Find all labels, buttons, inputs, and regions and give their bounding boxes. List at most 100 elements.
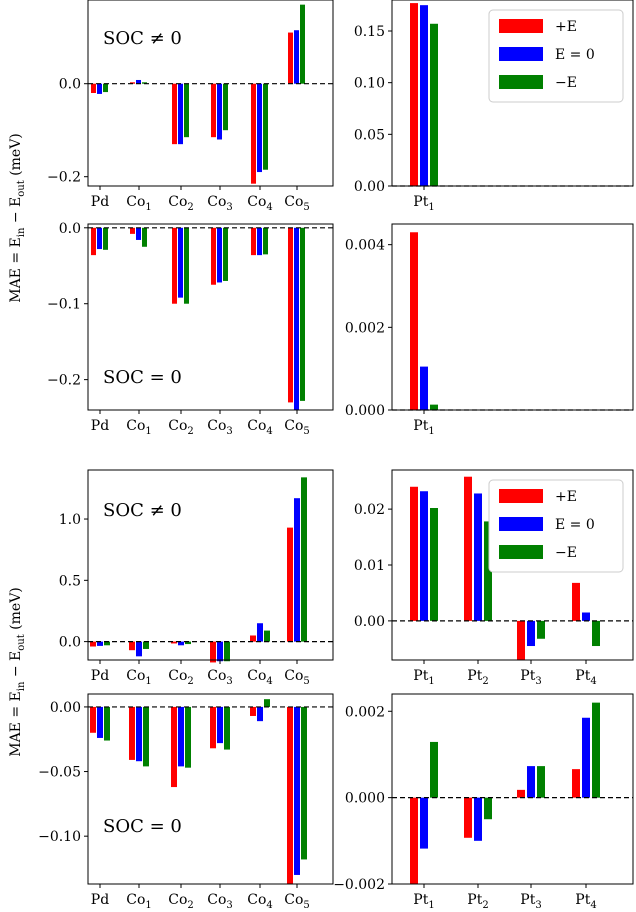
y-tick-label: 0.00 xyxy=(50,700,81,716)
x-tick-label: Pt2 xyxy=(467,668,488,687)
bar-bottom-left-s1-c0 xyxy=(97,706,103,738)
x-tick-label: Co5 xyxy=(284,892,310,911)
bar-third-left-s0-c1 xyxy=(129,641,135,651)
bar-top-left-s2-c1 xyxy=(142,82,147,84)
y-tick-label: 0.02 xyxy=(354,502,385,518)
bar-top-left-s2-c3 xyxy=(223,83,228,131)
panel-third-right: 0.00 0.01 0.02 Pt1 Pt2 Pt3 Pt4 +E E = 0 −E xyxy=(354,469,634,687)
x-tick-label: Co2 xyxy=(168,668,194,687)
legend-swatch xyxy=(499,545,543,559)
y-axis-label: MAE = Ein − Eout (meV) xyxy=(8,133,27,303)
bar-top-left-s0-c0 xyxy=(91,83,96,93)
bar-top-left-s2-c4 xyxy=(263,83,268,170)
y-tick-label: 0.002 xyxy=(345,704,385,720)
bar-bottom-left-s1-c1 xyxy=(136,706,142,762)
legend-swatch xyxy=(499,75,543,89)
x-tick-label: Pt2 xyxy=(467,892,488,911)
x-tick-label: Pd xyxy=(91,892,109,908)
bar-third-right-s0-c2 xyxy=(517,620,525,660)
x-tick-label: Pt1 xyxy=(413,668,434,687)
legend-label: −E xyxy=(555,75,577,91)
bar-top-left-s1-c2 xyxy=(178,83,183,145)
bar-top-right-s2-c0 xyxy=(430,23,438,187)
y-tick-label: 0.000 xyxy=(345,791,385,807)
x-tick-label: Pd xyxy=(91,418,109,434)
bar-third-right-s0-c3 xyxy=(572,582,580,621)
bar-bottom-right-s2-c2 xyxy=(537,766,545,798)
bar-second-left-s1-c0 xyxy=(97,227,102,250)
bar-top-left-s2-c2 xyxy=(184,83,189,138)
bar-top-left-s0-c3 xyxy=(211,83,216,138)
bar-bottom-right-s1-c2 xyxy=(527,766,535,798)
legend-swatch xyxy=(499,19,543,33)
y-tick-label: −0.2 xyxy=(47,373,81,389)
legend: +E E = 0 −E xyxy=(488,479,624,573)
bar-bottom-right-s1-c1 xyxy=(474,797,482,841)
bar-third-left-s1-c5 xyxy=(294,498,300,642)
legend-swatch xyxy=(499,517,543,531)
bar-second-left-s0-c4 xyxy=(251,227,256,256)
x-tick-label: Pt3 xyxy=(520,668,541,687)
y-tick-label: 0.15 xyxy=(354,24,385,40)
axes-frame xyxy=(391,223,634,411)
axes-frame xyxy=(391,693,634,885)
bar-second-left-s2-c4 xyxy=(263,227,268,255)
x-tick-label: Pt1 xyxy=(413,418,434,437)
bar-top-left-s1-c4 xyxy=(257,83,262,173)
axes-frame xyxy=(87,0,334,187)
bar-third-right-s0-c1 xyxy=(464,476,472,621)
bar-bottom-left-s2-c4 xyxy=(264,699,270,707)
axes-frame xyxy=(87,223,334,411)
bar-third-left-s0-c4 xyxy=(250,635,256,642)
bar-third-left-s1-c3 xyxy=(217,641,223,662)
bar-bottom-left-s0-c1 xyxy=(129,706,135,760)
x-tick-label: Pt1 xyxy=(413,892,434,911)
bar-bottom-right-s2-c1 xyxy=(484,797,492,820)
bar-bottom-left-s0-c0 xyxy=(90,706,96,733)
bar-top-left-s0-c4 xyxy=(251,83,256,184)
bar-second-left-s0-c0 xyxy=(91,227,96,256)
bar-second-left-s2-c5 xyxy=(300,227,305,401)
y-tick-label: 0.004 xyxy=(345,238,385,254)
bar-third-left-s0-c5 xyxy=(287,527,293,642)
y-tick-label: −0.2 xyxy=(47,170,81,186)
panel-top-right: 0.00 0.05 0.10 0.15 Pt1 +E E = 0 −E xyxy=(354,0,634,213)
axes-frame xyxy=(391,0,634,187)
x-tick-label: Co2 xyxy=(168,892,194,911)
y-tick-label: 0.000 xyxy=(345,403,385,419)
x-tick-label: Co3 xyxy=(207,668,233,687)
legend: +E E = 0 −E xyxy=(488,9,624,103)
bar-third-left-s0-c0 xyxy=(90,641,96,647)
bar-bottom-right-s2-c0 xyxy=(430,741,438,798)
bar-bottom-right-s0-c3 xyxy=(572,769,580,798)
bar-second-left-s2-c3 xyxy=(223,227,228,281)
x-tick-label: Co2 xyxy=(168,418,194,437)
bar-bottom-left-s0-c3 xyxy=(210,706,216,749)
y-tick-label: 0.0 xyxy=(59,77,81,93)
x-tick-label: Co4 xyxy=(247,194,273,213)
bar-second-left-s1-c2 xyxy=(178,227,183,298)
bar-second-right-s2-c0 xyxy=(430,404,438,410)
bar-third-right-s2-c0 xyxy=(430,508,438,621)
bar-third-left-s2-c1 xyxy=(143,641,149,649)
bar-second-left-s2-c2 xyxy=(184,227,189,304)
bar-top-left-s1-c5 xyxy=(294,30,299,84)
x-tick-label: Co4 xyxy=(247,418,273,437)
bar-bottom-right-s1-c3 xyxy=(582,717,590,798)
soc-annotation: SOC ≠ 0 xyxy=(103,500,182,521)
bar-top-left-s1-c0 xyxy=(97,83,102,94)
bar-top-left-s1-c1 xyxy=(136,79,141,84)
x-tick-label: Co1 xyxy=(126,668,152,687)
x-tick-label: Co3 xyxy=(207,194,233,213)
bar-top-left-s2-c5 xyxy=(300,4,305,84)
bar-top-right-s0-c0 xyxy=(410,3,418,186)
bar-second-left-s0-c1 xyxy=(130,227,135,234)
x-tick-label: Co1 xyxy=(126,194,152,213)
x-tick-label: Pt4 xyxy=(575,668,596,687)
bar-bottom-right-s1-c0 xyxy=(420,797,428,849)
bar-bottom-right-s0-c0 xyxy=(410,797,418,884)
bar-top-left-s0-c1 xyxy=(130,82,135,84)
legend-label: +E xyxy=(555,489,577,505)
y-tick-label: 0.002 xyxy=(345,320,385,336)
y-tick-label: 0.00 xyxy=(354,179,385,195)
